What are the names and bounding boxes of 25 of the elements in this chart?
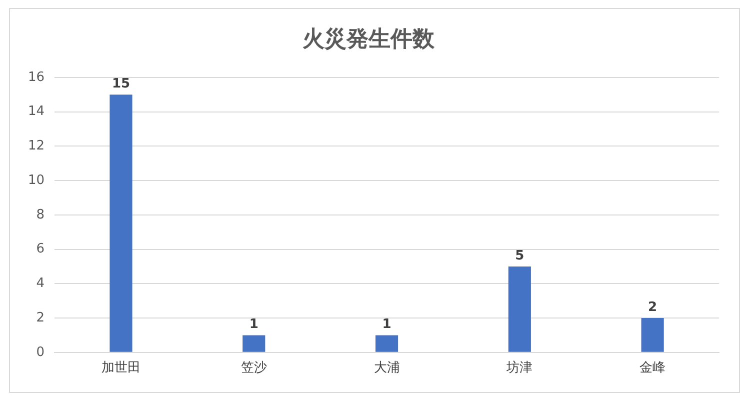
y-tick-label: 14	[28, 104, 45, 120]
data-label: 1	[382, 317, 392, 332]
y-tick-label: 16	[28, 70, 45, 85]
y-tick-label: 8	[36, 207, 45, 222]
x-tick-label: 坊津	[506, 360, 533, 376]
x-tick-label: 大浦	[374, 360, 400, 376]
data-label: 2	[648, 300, 658, 315]
y-tick-label: 4	[36, 276, 45, 292]
bar	[508, 266, 531, 352]
bar	[110, 94, 132, 352]
bar	[375, 335, 398, 352]
y-tick-label: 2	[36, 310, 45, 326]
bar	[242, 335, 266, 352]
x-tick-label: 加世田	[101, 360, 140, 376]
data-label: 5	[515, 248, 524, 264]
bar	[641, 318, 664, 352]
y-tick-label: 0	[36, 344, 45, 360]
data-label: 15	[112, 76, 130, 92]
x-tick-label: 金峰	[640, 360, 666, 376]
x-tick-label: 笠沙	[240, 360, 267, 376]
data-label: 1	[249, 317, 258, 332]
chart-title: 火災発生件数	[302, 26, 436, 52]
y-tick-label: 12	[28, 138, 45, 154]
y-tick-label: 10	[28, 172, 45, 188]
y-tick-label: 6	[36, 242, 45, 257]
